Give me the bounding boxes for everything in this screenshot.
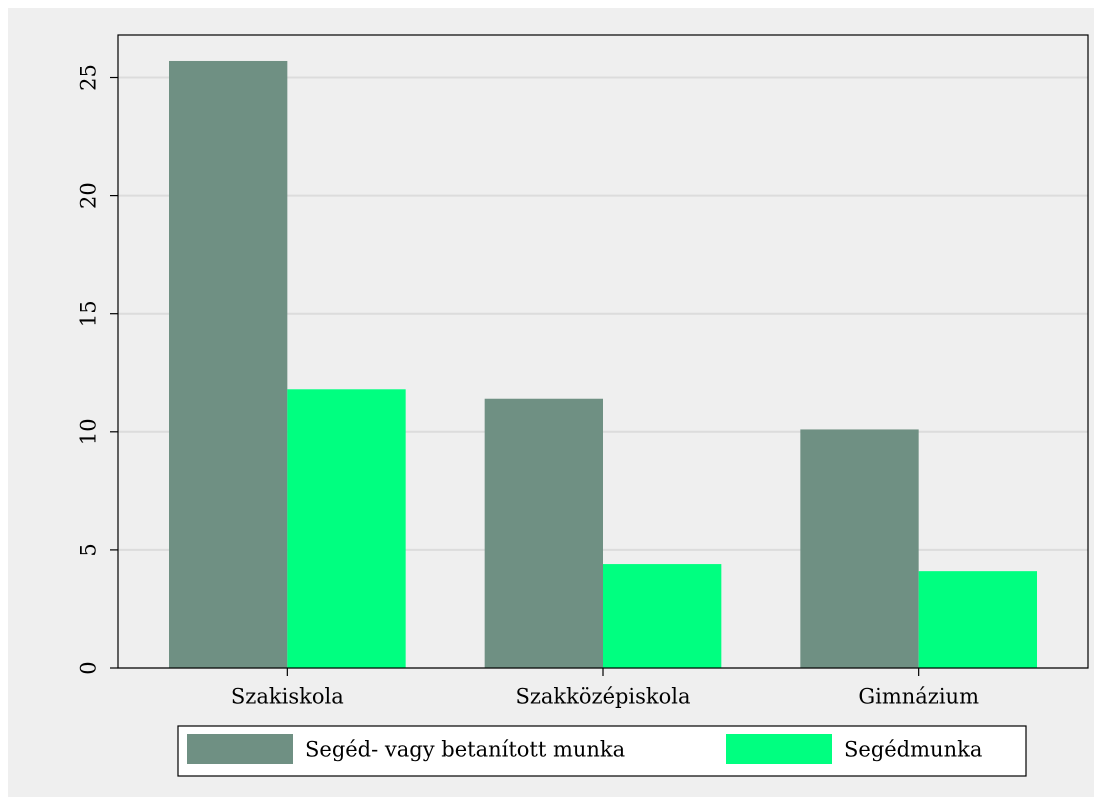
x-tick-label: Szakközépiskola bbox=[515, 685, 690, 709]
legend-label: Segédmunka bbox=[844, 738, 982, 762]
y-tick-label: 15 bbox=[77, 300, 101, 327]
bar bbox=[287, 389, 406, 668]
bar bbox=[169, 60, 288, 669]
bar bbox=[800, 429, 919, 668]
bar bbox=[603, 564, 722, 668]
y-tick-label: 20 bbox=[77, 182, 101, 209]
y-tick-label: 25 bbox=[77, 64, 101, 91]
plot-frame bbox=[117, 34, 1089, 669]
legend-label: Segéd- vagy betanított munka bbox=[305, 738, 625, 762]
legend-swatch bbox=[187, 734, 293, 764]
legend-box bbox=[177, 725, 1027, 777]
y-tick-label: 10 bbox=[77, 418, 101, 445]
bar bbox=[918, 571, 1037, 668]
y-tick-label: 5 bbox=[77, 543, 101, 556]
x-tick-label: Gimnázium bbox=[858, 685, 979, 709]
legend-swatch bbox=[726, 734, 832, 764]
x-tick-label: Szakiskola bbox=[231, 685, 344, 709]
y-tick-label: 0 bbox=[77, 661, 101, 674]
bar bbox=[484, 398, 603, 668]
